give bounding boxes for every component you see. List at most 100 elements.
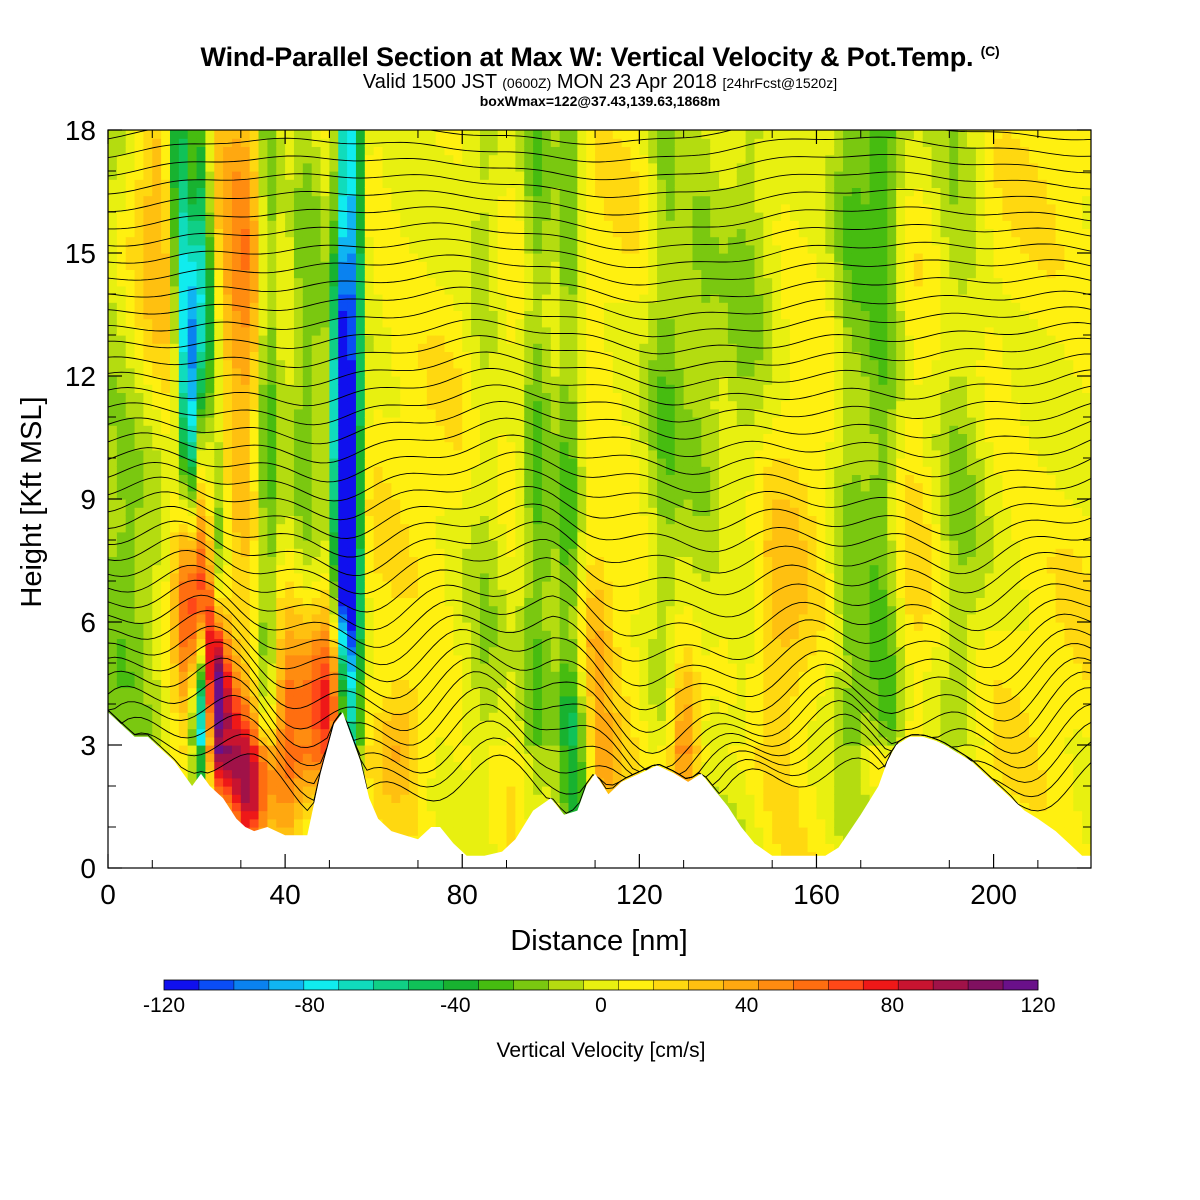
w-cell (169, 540, 180, 549)
w-cell (125, 712, 136, 721)
w-cell (258, 663, 269, 672)
w-cell (479, 294, 490, 303)
w-cell (568, 359, 578, 369)
w-cell (302, 728, 313, 738)
w-cell (143, 663, 153, 672)
w-cell (533, 138, 543, 147)
w-cell (152, 646, 162, 656)
w-cell (426, 228, 437, 238)
w-cell (497, 646, 508, 656)
w-cell (152, 622, 162, 631)
w-cell (347, 408, 357, 418)
w-cell (497, 195, 508, 205)
w-cell (169, 146, 180, 156)
w-cell (205, 695, 215, 705)
w-cell (231, 556, 242, 566)
w-cell (311, 384, 322, 393)
w-cell (108, 408, 118, 418)
w-cell (347, 663, 357, 672)
w-cell (400, 597, 410, 607)
w-cell (559, 474, 570, 484)
w-cell (258, 564, 269, 574)
w-cell (533, 523, 543, 533)
w-cell (488, 523, 499, 533)
w-cell (249, 499, 260, 508)
w-cell (285, 318, 295, 328)
w-cell (453, 827, 463, 836)
w-cell (214, 679, 224, 689)
w-cell (364, 228, 375, 238)
w-cell (471, 720, 481, 730)
w-cell (347, 343, 357, 352)
w-cell (223, 794, 233, 803)
w-cell (382, 556, 392, 566)
w-cell (533, 802, 543, 812)
w-cell (214, 179, 224, 188)
w-cell (347, 154, 357, 164)
w-cell (515, 564, 525, 574)
w-cell (125, 572, 136, 582)
w-cell (426, 695, 437, 705)
w-cell (347, 540, 357, 549)
w-cell (223, 138, 233, 147)
w-cell (285, 745, 295, 754)
w-cell (169, 310, 180, 320)
w-cell (276, 220, 286, 229)
w-cell (108, 269, 118, 279)
w-cell (223, 302, 233, 311)
w-cell (161, 318, 171, 328)
w-cell (267, 581, 277, 590)
w-cell (471, 794, 481, 803)
w-cell (417, 654, 428, 664)
w-cell (293, 425, 304, 434)
w-cell (488, 712, 499, 721)
w-cell (302, 474, 313, 484)
w-cell (108, 376, 118, 385)
w-cell (196, 154, 207, 164)
w-cell (550, 695, 561, 705)
w-cell (515, 433, 525, 443)
w-cell (161, 277, 171, 287)
w-cell (214, 482, 224, 492)
w-cell (249, 482, 260, 492)
w-cell (479, 359, 490, 369)
w-cell (338, 326, 348, 336)
w-cell (524, 704, 534, 713)
w-cell (311, 671, 322, 680)
w-cell (143, 400, 153, 410)
w-cell (400, 531, 410, 541)
w-cell (302, 417, 313, 426)
w-cell (373, 810, 384, 820)
w-cell (586, 761, 596, 771)
w-cell (302, 515, 313, 525)
w-cell (453, 589, 463, 598)
w-cell (320, 269, 330, 279)
w-cell (116, 466, 127, 475)
w-cell (382, 130, 392, 139)
w-cell (515, 810, 525, 820)
w-cell (311, 490, 322, 500)
w-cell (143, 458, 153, 467)
w-cell (231, 162, 242, 172)
w-cell (364, 171, 375, 180)
w-cell (196, 531, 207, 541)
w-cell (586, 507, 596, 516)
w-cell (338, 318, 348, 328)
w-cell (409, 417, 419, 426)
w-cell (550, 285, 561, 295)
w-cell (320, 622, 330, 631)
w-cell (258, 695, 269, 705)
w-cell (577, 761, 587, 771)
w-cell (515, 540, 525, 549)
w-cell (320, 687, 330, 697)
w-cell (134, 556, 145, 566)
w-cell (223, 769, 233, 779)
w-cell (338, 228, 348, 238)
w-cell (488, 515, 499, 525)
w-cell (524, 769, 534, 779)
w-cell (161, 581, 171, 590)
w-cell (196, 572, 207, 582)
w-cell (515, 138, 525, 147)
w-cell (364, 490, 375, 500)
w-cell (134, 695, 145, 705)
